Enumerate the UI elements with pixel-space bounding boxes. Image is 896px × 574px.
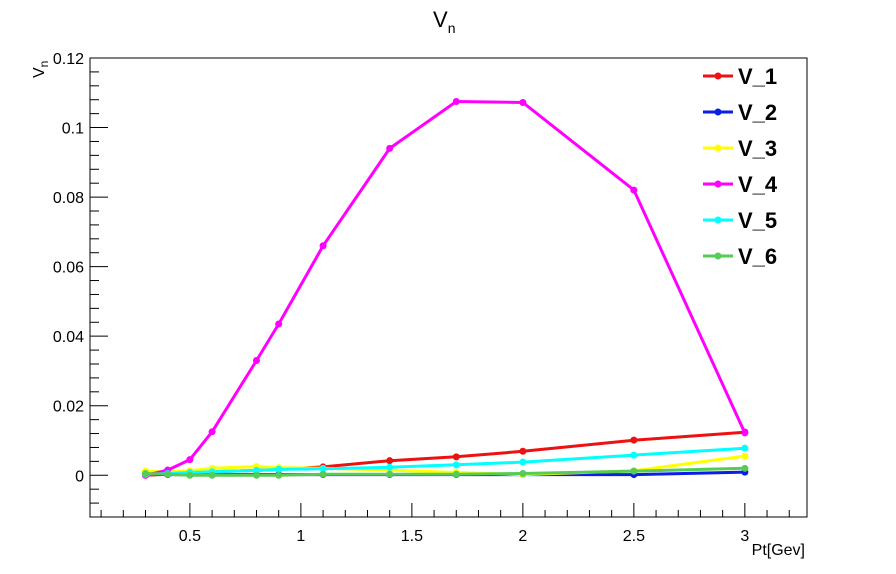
series-line-v-4 [145, 100, 747, 477]
legend: V_1 V_2 V_3 V_4 V_5 V_6 [703, 64, 778, 269]
x-axis-title: Pt[Gev] [752, 542, 805, 559]
x-tick-label: 1 [296, 528, 305, 545]
data-point-v-4 [252, 357, 260, 365]
series-line-v-6 [145, 466, 745, 477]
data-point-v-5 [252, 466, 260, 474]
plot-frame [89, 57, 808, 518]
data-point-v-4 [386, 144, 394, 152]
x-tick-label: 2 [518, 528, 527, 545]
data-point-v-5 [319, 465, 327, 473]
legend-label: V_4 [738, 172, 778, 197]
data-point-v-6 [452, 470, 460, 478]
data-point-v-1 [386, 457, 394, 465]
series-line-v-5 [145, 446, 745, 476]
data-point-v-1 [452, 453, 460, 461]
y-tick-label: 0.04 [53, 329, 84, 346]
data-point-v-6 [275, 471, 283, 479]
data-point-v-5 [741, 444, 749, 452]
chart-title-sub: n [448, 20, 456, 36]
data-point-v-6 [252, 471, 260, 479]
x-tick-label: 1.5 [401, 528, 423, 545]
chart-title: Vn [433, 7, 455, 36]
data-point-v-4 [741, 429, 749, 437]
data-point-v-6 [141, 470, 149, 478]
legend-label: V_6 [738, 244, 777, 269]
legend-marker [714, 72, 722, 80]
y-axis-title-sub: n [37, 61, 51, 68]
y-tick-label: 0.08 [53, 190, 84, 207]
data-point-v-4 [275, 320, 283, 328]
data-point-v-5 [275, 465, 283, 473]
y-tick-label: 0.1 [62, 121, 84, 138]
legend-marker [714, 108, 722, 116]
data-point-v-4 [319, 242, 327, 250]
legend-item-v-3: V_3 [703, 136, 777, 161]
legend-item-v-5: V_5 [703, 208, 777, 233]
data-point-v-6 [386, 470, 394, 478]
data-point-v-4 [519, 99, 527, 107]
legend-item-v-2: V_2 [703, 100, 777, 125]
legend-item-v-1: V_1 [703, 64, 777, 89]
x-tick-label: 0.5 [179, 528, 201, 545]
data-point-v-6 [630, 467, 638, 475]
y-tick-label: 0.12 [53, 51, 84, 68]
data-point-v-6 [208, 471, 216, 479]
y-axis-title: Vn [31, 61, 51, 78]
data-point-v-6 [319, 470, 327, 478]
legend-marker [714, 180, 722, 188]
legend-marker [714, 216, 722, 224]
legend-item-v-4: V_4 [703, 172, 778, 197]
data-point-v-6 [741, 464, 749, 472]
data-point-v-1 [519, 447, 527, 455]
data-point-v-6 [164, 470, 172, 478]
legend-label: V_2 [738, 100, 777, 125]
y-axis-title-main: V [31, 67, 48, 78]
data-point-v-4 [208, 428, 216, 436]
y-tick-label: 0.02 [53, 399, 84, 416]
x-tick-label: 3 [740, 528, 749, 545]
series-v-6 [141, 464, 749, 479]
y-axis: 0 0.02 0.04 0.06 0.08 0.1 0.12 [53, 51, 108, 518]
x-tick-label: 2.5 [623, 528, 645, 545]
data-point-v-5 [630, 451, 638, 459]
data-point-v-4 [452, 97, 460, 105]
series-v-4 [141, 97, 749, 479]
data-point-v-4 [630, 186, 638, 194]
x-axis: 0.5 1 1.5 2 2.5 3 [100, 503, 790, 545]
legend-item-v-6: V_6 [703, 244, 777, 269]
legend-label: V_1 [738, 64, 777, 89]
data-point-v-1 [630, 436, 638, 444]
data-point-v-5 [452, 461, 460, 469]
data-point-v-3 [741, 452, 749, 460]
data-point-v-5 [386, 463, 394, 471]
legend-marker [714, 252, 722, 260]
y-tick-label: 0.06 [53, 260, 84, 277]
legend-label: V_3 [738, 136, 777, 161]
series-layer [141, 97, 749, 479]
data-point-v-4 [186, 456, 194, 464]
legend-marker [714, 144, 722, 152]
chart-title-main: V [433, 7, 448, 32]
data-point-v-6 [186, 471, 194, 479]
data-point-v-5 [519, 458, 527, 466]
legend-label: V_5 [738, 208, 777, 233]
data-point-v-6 [519, 470, 527, 478]
y-tick-label: 0 [75, 468, 84, 485]
